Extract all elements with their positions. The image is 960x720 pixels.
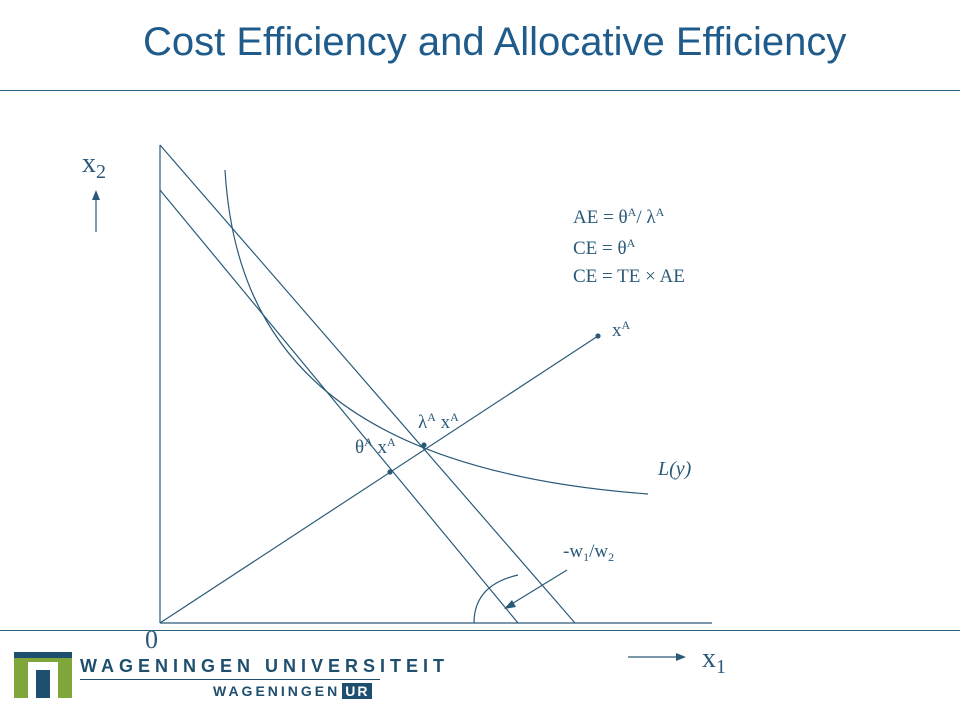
equation-ce-te-ae: CE = TE × AE xyxy=(573,266,685,287)
angle-arc xyxy=(473,574,519,624)
point-theta-xa xyxy=(387,469,393,475)
isoquant-curve xyxy=(224,169,649,495)
ray-from-origin xyxy=(159,335,599,624)
slope-label: -w1/w2 xyxy=(563,541,615,564)
y-axis-label: x2 xyxy=(82,148,106,183)
label-lambda-xa: λA xA xyxy=(418,410,459,433)
label-xa: xA xyxy=(612,318,631,341)
wageningen-logo-icon xyxy=(14,652,72,698)
point-lambda-xa xyxy=(421,442,427,448)
slope-arrow-head xyxy=(504,600,516,609)
university-name: WAGENINGEN UNIVERSITEIT xyxy=(80,656,450,676)
logo-divider xyxy=(80,679,380,680)
label-theta-xa: θA xA xyxy=(355,435,396,458)
slide-title: Cost Efficiency and Allocative Efficienc… xyxy=(143,20,847,64)
wageningen-ur: WAGENINGEN UR xyxy=(213,683,373,699)
x-axis-arrow-head xyxy=(676,653,686,661)
y-axis-arrow-head xyxy=(92,190,100,200)
origin-label: 0 xyxy=(145,625,158,654)
slope-arrow xyxy=(509,569,568,606)
isoquant-label: L(y) xyxy=(658,458,692,480)
top-rule xyxy=(0,90,960,91)
isocost-line-outer xyxy=(159,144,576,624)
bottom-rule xyxy=(0,630,960,631)
isocost-line-inner xyxy=(159,189,519,624)
point-xa xyxy=(595,333,601,339)
x-axis-label: x1 xyxy=(702,643,726,678)
equation-ae: AE = θA/ λA xyxy=(573,205,665,228)
equation-ce: CE = θA xyxy=(573,236,636,259)
